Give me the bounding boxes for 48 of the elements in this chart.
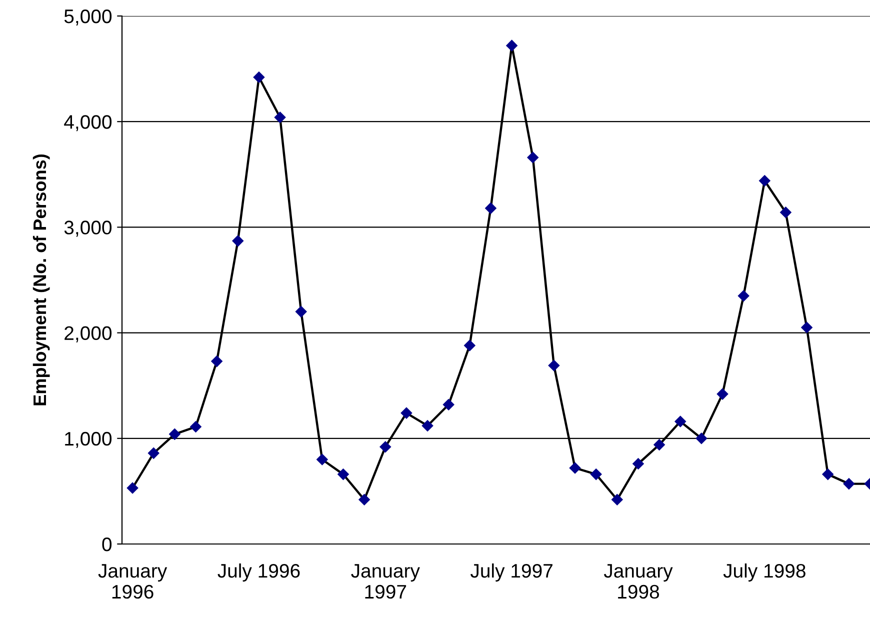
point	[612, 494, 623, 506]
x-tick-label: July 1998	[723, 563, 806, 582]
point	[632, 458, 644, 470]
x-tick-label: July 1996	[218, 563, 300, 582]
point	[569, 462, 581, 474]
point	[274, 112, 286, 123]
point	[654, 439, 665, 450]
point	[506, 40, 518, 52]
point	[442, 399, 454, 410]
point	[148, 448, 160, 459]
y-axis-title: Employment (No. of Persons)	[32, 154, 50, 406]
point	[674, 416, 686, 428]
point	[590, 468, 602, 480]
point	[190, 421, 202, 432]
point	[169, 428, 180, 440]
point	[338, 468, 349, 480]
point	[738, 290, 750, 302]
point	[211, 356, 222, 367]
point	[716, 388, 728, 400]
point	[696, 432, 708, 444]
point	[380, 441, 391, 452]
x-tick-label: January 1998	[604, 564, 673, 599]
point	[400, 407, 412, 419]
point	[548, 360, 560, 372]
x-tick-label: January 1997	[351, 564, 420, 599]
point	[843, 478, 855, 490]
y-tick-label: 1,000	[65, 432, 112, 448]
point	[253, 72, 265, 83]
point	[485, 202, 496, 214]
y-tick-label: 2,000	[64, 326, 112, 342]
point	[232, 235, 244, 247]
point	[801, 322, 812, 334]
point	[759, 175, 770, 186]
point	[464, 340, 476, 352]
x-tick-label: July 1997	[470, 563, 552, 582]
point	[780, 206, 792, 218]
point	[422, 420, 434, 432]
point	[822, 468, 834, 480]
y-tick-label: 3,000	[64, 220, 112, 237]
y-tick-label: 0	[102, 537, 112, 552]
point	[358, 494, 370, 506]
point	[316, 454, 328, 466]
point	[295, 306, 307, 318]
point	[126, 482, 138, 494]
y-tick-label: 4,000	[64, 115, 112, 132]
y-tick-label: 5,000	[64, 9, 112, 26]
point	[527, 152, 538, 164]
x-tick-label: January 1996	[98, 564, 168, 599]
